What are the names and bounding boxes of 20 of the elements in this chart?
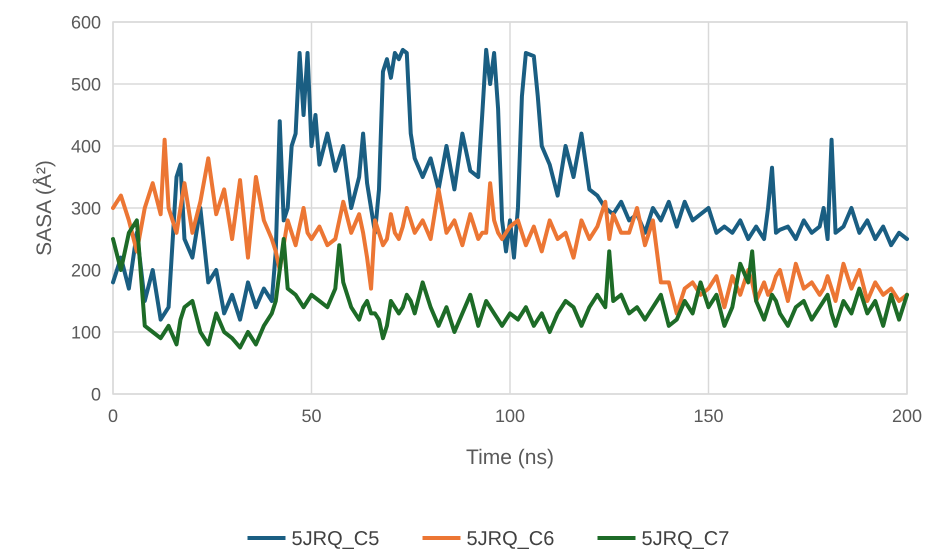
legend-label: 5JRQ_C6	[466, 528, 554, 550]
line-series	[111, 48, 909, 322]
y-tick-label: 100	[70, 322, 101, 342]
x-tick-label: 0	[108, 406, 118, 426]
legend-label: 5JRQ_C7	[642, 528, 730, 550]
line-series	[111, 218, 909, 350]
line-series	[111, 138, 909, 316]
x-tick-label: 50	[301, 406, 322, 426]
y-tick-label: 500	[70, 74, 101, 94]
y-tick-label: 600	[70, 12, 101, 32]
y-axis-title: SASA (Å²)	[32, 160, 56, 256]
x-axis-title: Time (ns)	[466, 446, 554, 469]
x-tick-label: 150	[693, 406, 724, 426]
y-tick-label: 200	[70, 260, 101, 280]
legend-label: 5JRQ_C5	[292, 528, 380, 550]
y-tick-label: 0	[90, 384, 101, 404]
y-tick-label: 300	[70, 198, 101, 218]
x-tick-label: 100	[494, 406, 526, 426]
y-tick-label: 400	[70, 136, 101, 156]
x-tick-label: 200	[892, 406, 922, 426]
